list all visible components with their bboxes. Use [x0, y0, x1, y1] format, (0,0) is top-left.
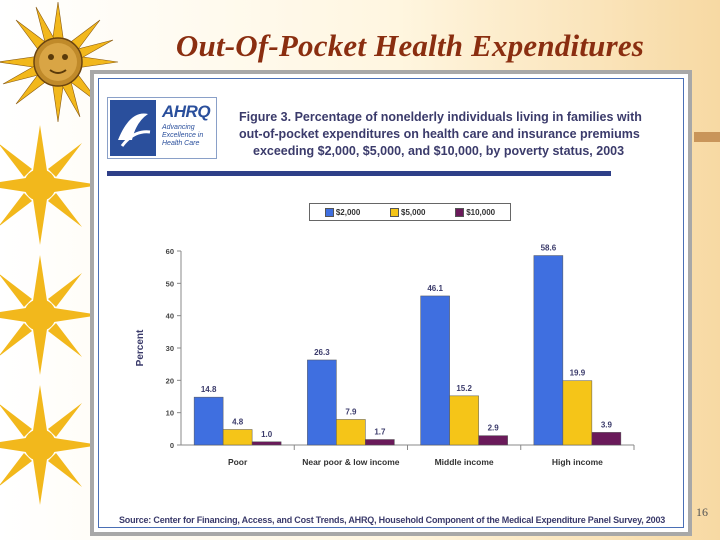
- y-tick-label: 20: [166, 376, 174, 385]
- figure-heading-line: exceeding $2,000, $5,000, and $10,000, b…: [253, 144, 625, 158]
- hhs-eagle-icon: [110, 100, 156, 156]
- legend-swatch: [390, 207, 400, 217]
- source-note: Source: Center for Financing, Access, an…: [119, 515, 666, 525]
- decorative-bar: [694, 132, 720, 142]
- figure-heading: Figure 3. Percentage of nonelderly indiv…: [239, 109, 679, 160]
- bar: [193, 396, 224, 446]
- x-category-label: High income: [552, 457, 603, 467]
- figure-inner: AHRQ Advancing Excellence in Health Care…: [98, 78, 684, 528]
- bar: [365, 439, 395, 446]
- slide-title: Out-Of-Pocket Health Expenditures: [175, 28, 645, 63]
- legend-swatch: [324, 207, 334, 217]
- legend-item: $2,000: [324, 207, 361, 217]
- y-tick-label: 10: [166, 409, 174, 418]
- bar: [307, 359, 337, 446]
- bar-data-label: 7.9: [345, 407, 357, 416]
- legend-label: $10,000: [466, 207, 496, 217]
- bar-data-label: 1.0: [261, 430, 273, 439]
- bar-data-label: 14.8: [201, 385, 217, 394]
- x-category-label: Near poor & low income: [302, 457, 400, 467]
- y-tick-label: 0: [170, 441, 174, 450]
- legend-label: $2,000: [335, 207, 361, 217]
- y-axis-title: Percent: [135, 329, 146, 366]
- bar-data-label: 46.1: [427, 284, 443, 293]
- y-tick-label: 40: [166, 312, 174, 321]
- bar-data-label: 15.2: [456, 384, 472, 393]
- bar-data-label: 4.8: [232, 417, 244, 426]
- y-tick-label: 30: [166, 344, 174, 353]
- bar-data-label: 58.6: [541, 244, 557, 253]
- chart-legend: $2,000 $5,000 $10,000: [309, 203, 511, 221]
- bar: [591, 432, 622, 446]
- y-tick-label: 60: [166, 247, 174, 256]
- bar: [562, 380, 593, 446]
- y-tick-label: 50: [166, 279, 174, 288]
- bar: [449, 395, 479, 446]
- legend-label: $5,000: [401, 207, 426, 217]
- figure-frame: AHRQ Advancing Excellence in Health Care…: [90, 70, 692, 536]
- bar-data-label: 2.9: [488, 424, 500, 433]
- bar: [420, 295, 450, 446]
- page-number: 16: [696, 505, 708, 519]
- logo-tagline: Advancing Excellence in Health Care: [162, 124, 204, 147]
- sun-decoration-icon: [0, 1, 119, 505]
- bar-data-label: 26.3: [314, 348, 330, 357]
- legend-item: $5,000: [390, 207, 426, 217]
- bar: [251, 441, 282, 446]
- x-category-label: Middle income: [435, 457, 494, 467]
- bar-chart: 0 10 20 30 40 50 60 Percent 14.8 4.8 1.0 Poor 26.3 7.…: [135, 244, 635, 467]
- legend-item: $10,000: [455, 207, 496, 217]
- figure-heading-line: Figure 3. Percentage of nonelderly indiv…: [239, 110, 642, 124]
- legend-swatch: [455, 207, 465, 217]
- bar-data-label: 19.9: [570, 369, 586, 378]
- heading-rule: [107, 171, 611, 176]
- bar-data-label: 1.7: [374, 428, 386, 437]
- x-category-label: Poor: [228, 457, 248, 467]
- bar: [478, 435, 508, 446]
- figure-heading-line: out-of-pocket expenditures on health car…: [239, 127, 640, 141]
- ahrq-logo: AHRQ Advancing Excellence in Health Care: [107, 97, 217, 159]
- bar: [533, 255, 564, 446]
- bar: [222, 429, 253, 446]
- bar-data-label: 3.9: [601, 420, 613, 429]
- bar: [336, 419, 366, 446]
- logo-brand: AHRQ: [162, 102, 211, 121]
